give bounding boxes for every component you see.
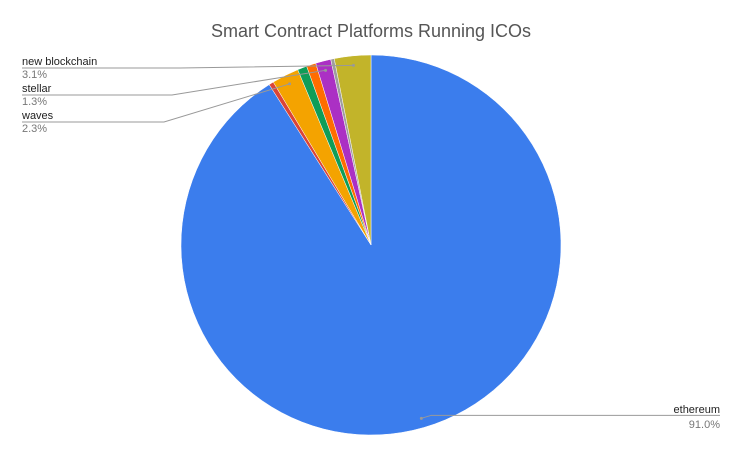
leader-line	[421, 414, 720, 419]
leader-dot	[419, 416, 423, 420]
slice-label: new blockchain	[22, 56, 97, 68]
leader-line	[22, 64, 354, 69]
slice-value-label: 3.1%	[22, 69, 47, 81]
leader-line	[22, 69, 326, 96]
pie-slice	[333, 54, 372, 246]
slice-value-label: 91.0%	[689, 419, 720, 431]
slice-label: waves	[21, 110, 54, 122]
leader-dot	[324, 68, 328, 72]
slice-label: ethereum	[674, 404, 720, 416]
leader-dot	[351, 63, 355, 67]
slice-value-label: 2.3%	[22, 123, 47, 135]
slice-value-label: 1.3%	[22, 96, 47, 108]
slice-label: stellar	[22, 83, 52, 95]
leader-line	[22, 83, 290, 123]
leader-dot	[288, 82, 292, 86]
chart-title: Smart Contract Platforms Running ICOs	[211, 21, 531, 41]
